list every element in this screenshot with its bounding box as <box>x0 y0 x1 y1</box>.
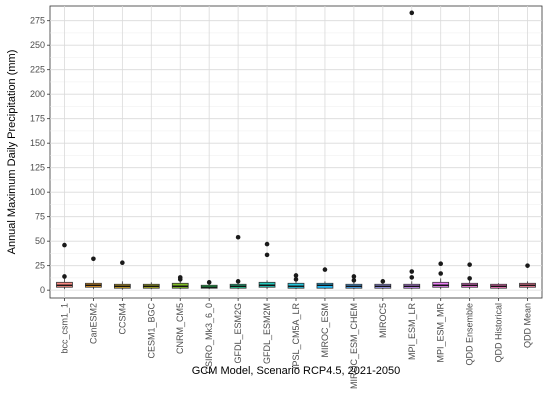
outlier-point <box>177 275 183 280</box>
x-tick-label: bcc_csm1_1 <box>59 303 69 354</box>
x-tick-label: QDD Historical <box>494 303 504 363</box>
y-tick-label: 175 <box>30 114 45 124</box>
box-group <box>432 261 450 290</box>
y-tick-label: 50 <box>35 236 45 246</box>
y-tick-label: 100 <box>30 187 45 197</box>
y-axis-title: Annual Maximum Daily Precipitation (mm) <box>6 50 18 255</box>
outlier-point <box>467 262 472 267</box>
box-group <box>171 275 189 290</box>
x-tick-label: CESM1_BGC <box>146 303 156 359</box>
outlier-point <box>351 274 357 279</box>
outlier-point <box>235 234 241 240</box>
box-group <box>258 241 276 290</box>
y-tick-label: 25 <box>35 261 45 271</box>
outlier-point <box>264 241 270 247</box>
x-tick-label: CanESM2 <box>88 303 98 344</box>
outlier-point <box>409 275 415 280</box>
box-group <box>200 280 218 290</box>
box-group <box>229 234 247 290</box>
x-tick-label: QDD Mean <box>523 303 533 348</box>
y-tick-label: 250 <box>30 40 45 50</box>
box-group <box>56 242 73 290</box>
outlier-point <box>62 242 67 248</box>
outlier-point <box>525 263 530 268</box>
box-group <box>142 282 160 290</box>
outlier-point <box>409 269 415 274</box>
outlier-point <box>293 273 299 278</box>
outlier-point <box>380 279 386 284</box>
x-tick-label: MIROC5 <box>378 303 388 338</box>
box-series <box>56 10 536 290</box>
y-axis-ticks: 0 25 50 75 100 125 150 175 200 225 250 275 <box>30 16 50 295</box>
outlier-point <box>438 271 444 276</box>
box-group <box>374 279 392 290</box>
outlier-point <box>409 10 415 16</box>
x-tick-label: CCSM4 <box>117 303 127 335</box>
box-group <box>461 262 479 290</box>
x-tick-label: MPI_ESM_LR <box>407 303 417 361</box>
x-axis-ticks: bcc_csm1_1 CanESM2 CCSM4 CESM1_BGC CNRM_CM5 C… <box>59 298 533 389</box>
box-group <box>85 256 102 290</box>
x-tick-label: CSIRO_Mk3_6_0 <box>204 303 214 374</box>
box-group <box>287 273 305 290</box>
y-tick-label: 150 <box>30 138 45 148</box>
x-tick-label: MPI_ESM_MR <box>436 303 446 363</box>
y-tick-label: 0 <box>40 285 45 295</box>
x-tick-label: GFDL_ESM2M <box>262 303 272 364</box>
x-tick-label: IPSL_CM5A_LR <box>291 303 301 370</box>
x-tick-label: MIROC_ESM_CHEM <box>349 303 359 389</box>
x-tick-label: QDD Ensemble <box>465 303 475 366</box>
outlier-point <box>62 274 67 279</box>
x-tick-label: MIROC_ESM <box>320 303 330 358</box>
outlier-point <box>293 277 299 282</box>
outlier-point <box>438 261 444 267</box>
box-group <box>403 10 421 290</box>
outlier-point <box>351 278 357 283</box>
y-tick-label: 75 <box>35 212 45 222</box>
x-tick-label: CNRM_CM5 <box>175 303 185 354</box>
outlier-point <box>206 280 212 285</box>
y-tick-label: 225 <box>30 65 45 75</box>
box-group <box>113 260 131 290</box>
y-tick-label: 200 <box>30 89 45 99</box>
x-axis-title: GCM Model, Scenario RCP4.5, 2021-2050 <box>192 365 401 377</box>
box-group <box>316 267 334 290</box>
y-tick-label: 125 <box>30 163 45 173</box>
box-group <box>345 274 363 290</box>
x-tick-label: GFDL_ESM2G <box>233 303 243 364</box>
y-tick-label: 275 <box>30 16 45 26</box>
box-group <box>519 263 536 290</box>
outlier-point <box>235 279 241 284</box>
outlier-point <box>322 267 328 272</box>
outlier-point <box>467 276 472 281</box>
outlier-point <box>264 252 270 258</box>
outlier-point <box>91 256 96 262</box>
grid-lines <box>50 6 542 298</box>
outlier-point <box>120 260 125 266</box>
box-group <box>490 283 507 290</box>
